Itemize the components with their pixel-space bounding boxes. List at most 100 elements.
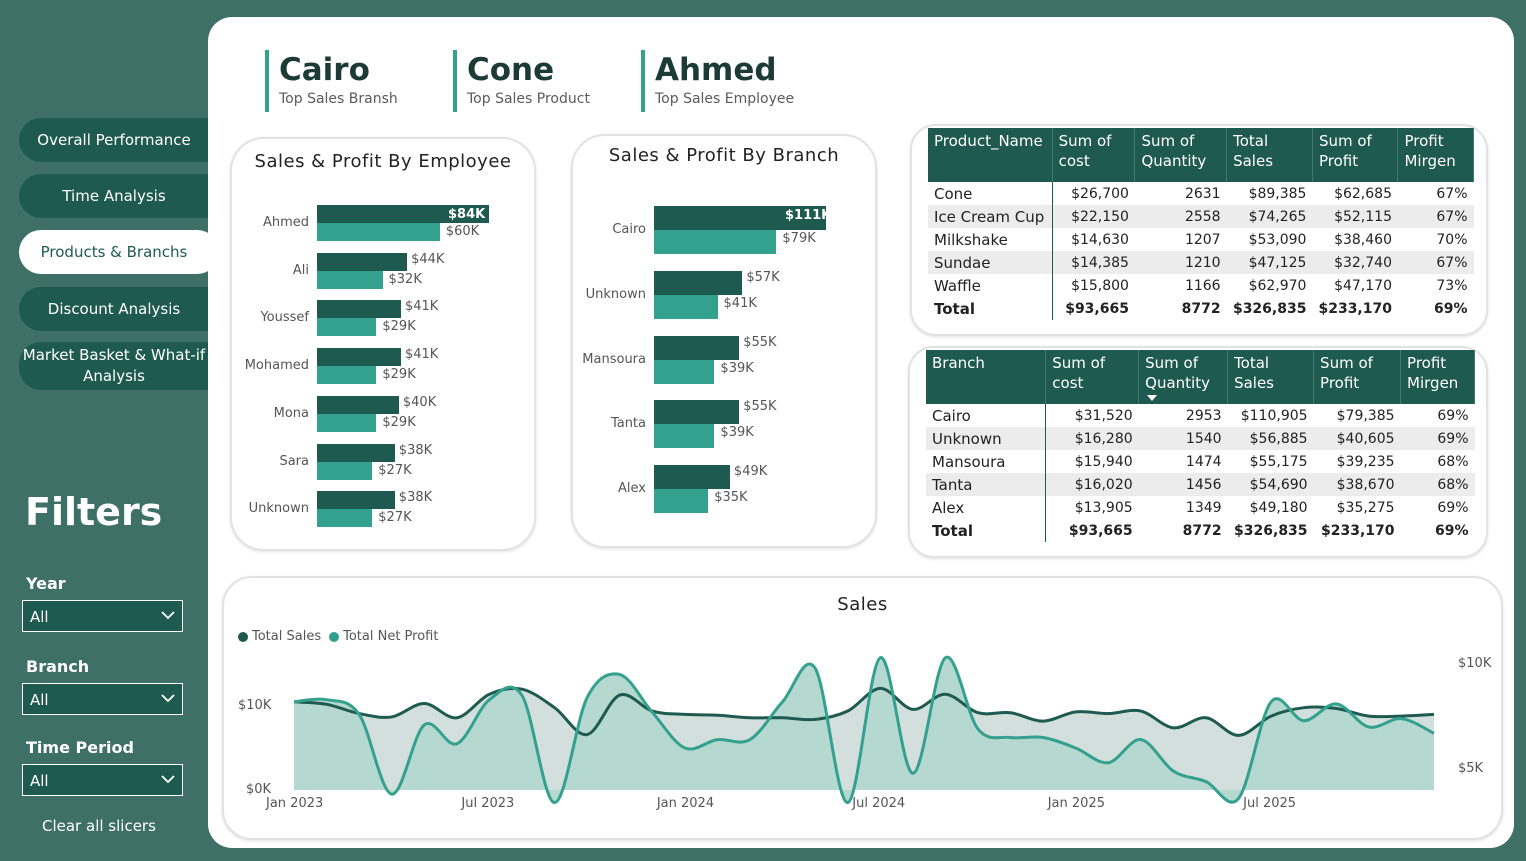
legend-dot-sales	[238, 631, 248, 642]
category-label: Cairo	[612, 222, 646, 237]
chevron-down-icon	[161, 775, 175, 784]
kpi-label: Top Sales Product	[467, 91, 590, 107]
category-label: Mohamed	[244, 358, 309, 374]
profit-bar	[317, 270, 383, 289]
table-cell: $15,940	[1074, 453, 1133, 470]
table-row: Unknown $16,280 1540 $56,885 $40,605 69%	[926, 427, 1475, 450]
table-cell: 67%	[1397, 205, 1474, 228]
total-cell: $326,835	[1234, 522, 1308, 539]
table-cell: 70%	[1436, 231, 1468, 248]
branch-value: All	[30, 691, 49, 709]
table-cell: $40,605	[1313, 427, 1401, 450]
branch-label: Branch	[26, 657, 90, 676]
total-cell: $326,835	[1232, 300, 1307, 317]
column-header[interactable]: Profit Mirgen	[1397, 128, 1474, 182]
category-label: Alex	[618, 481, 646, 497]
sales-data-label: $41K	[404, 299, 439, 315]
column-header[interactable]: Branch	[926, 350, 1047, 404]
nav-products-branchs[interactable]: Products & Branchs	[19, 230, 219, 274]
table-cell: $49,180	[1249, 499, 1308, 516]
table-cell: $38,670	[1313, 473, 1401, 496]
nav-discount-analysis[interactable]: Discount Analysis	[19, 287, 219, 331]
table-row: Tanta $16,020 1456 $54,690 $38,670 68%	[926, 473, 1475, 496]
sales-bar	[654, 400, 740, 425]
kpi-top-employee: Ahmed Top Sales Employee	[641, 50, 794, 112]
sales-bar	[317, 443, 395, 462]
table-total-row: Total $93,665 8772 $326,835 $233,170 69%	[926, 519, 1475, 542]
table-cell: $47,125	[1226, 251, 1313, 274]
legend-label-sales: Total Sales	[252, 629, 322, 644]
nav-overall-performance[interactable]: Overall Performance	[19, 118, 219, 162]
branch-chart-title: Sales & Profit By Branch	[608, 145, 840, 166]
total-cell: $93,665	[1068, 522, 1133, 539]
chevron-down-icon	[161, 611, 175, 620]
sales-data-label: $49K	[733, 464, 768, 480]
time-period-label: Time Period	[26, 738, 134, 757]
table-cell: $38,460	[1334, 231, 1392, 248]
table-cell: $16,020	[1045, 473, 1139, 496]
year-label: Year	[26, 574, 66, 593]
column-header[interactable]: Profit Mirgen	[1400, 350, 1475, 404]
table-cell: 1207	[1184, 231, 1221, 248]
sort-descending-icon	[1147, 395, 1158, 401]
profit-data-label: $32K	[388, 271, 422, 287]
table-total-row: Total $93,665 8772 $326,835 $233,170 69%	[928, 297, 1474, 320]
profit-bar	[317, 223, 440, 241]
sales-bar	[654, 335, 740, 360]
sales-bar	[317, 491, 395, 510]
product-table[interactable]: Product_Name Sum of cost Sum of Quantity To…	[928, 128, 1474, 320]
sales-data-label: $44K	[411, 251, 445, 267]
table-cell: 69%	[1437, 499, 1469, 516]
profit-data-label: $27K	[378, 462, 412, 478]
sales-data-label: $111K	[785, 208, 832, 223]
kpi-value: Cairo	[279, 52, 370, 88]
column-header[interactable]: Sum of Profit	[1312, 128, 1399, 182]
clear-slicers-button[interactable]: Clear all slicers	[42, 817, 156, 835]
column-header[interactable]: Total Sales	[1226, 128, 1313, 182]
profit-data-label: $27K	[378, 510, 412, 526]
profit-data-label: $39K	[720, 425, 754, 441]
category-label: Mansoura	[582, 351, 646, 367]
column-header[interactable]: Sum of Profit	[1313, 350, 1402, 404]
kpi-top-product: Cone Top Sales Product	[453, 50, 590, 112]
table-cell: $79,385	[1336, 407, 1395, 424]
sales-data-label: $84K	[448, 207, 486, 222]
category-label: Sara	[279, 453, 309, 469]
year-dropdown[interactable]: All	[22, 600, 183, 632]
table-cell: $54,690	[1227, 473, 1314, 496]
sales-bar	[317, 348, 401, 367]
sales-data-label: $41K	[404, 347, 439, 363]
total-cell: $233,170	[1321, 522, 1395, 539]
table-cell: 68%	[1400, 473, 1475, 496]
total-cell: 8772	[1181, 300, 1221, 317]
profit-data-label: $39K	[720, 360, 754, 376]
sales-data-label: $40K	[402, 394, 437, 410]
nav-market-basket[interactable]: Market Basket & What-if Analysis	[19, 342, 219, 390]
column-header[interactable]: Sum of Quantity	[1138, 350, 1229, 404]
row-label: Ice Cream Cup	[928, 205, 1053, 228]
sales-data-label: $55K	[743, 399, 777, 415]
column-header[interactable]: Sum of cost	[1045, 350, 1140, 404]
column-header[interactable]: Sum of cost	[1052, 128, 1136, 182]
table-cell: 1540	[1138, 427, 1228, 450]
time-period-dropdown[interactable]: All	[22, 764, 183, 796]
column-header[interactable]: Product_Name	[928, 128, 1053, 182]
branch-dropdown[interactable]: All	[22, 683, 183, 715]
table-cell: 1210	[1134, 251, 1227, 274]
profit-data-label: $79K	[782, 231, 816, 246]
table-cell: 73%	[1436, 277, 1468, 294]
table-cell: 69%	[1437, 407, 1469, 424]
column-header[interactable]: Total Sales	[1227, 350, 1315, 404]
total-cell: 8772	[1182, 522, 1222, 539]
sales-bar	[654, 465, 730, 490]
total-cell: 69%	[1433, 300, 1468, 317]
table-cell: $47,170	[1334, 277, 1392, 294]
nav-time-analysis[interactable]: Time Analysis	[19, 174, 219, 218]
profit-data-label: $41K	[723, 295, 757, 311]
table-header-row: Product_Name Sum of cost Sum of Quantity To…	[928, 128, 1474, 182]
table-cell: $62,685	[1334, 185, 1392, 202]
table-row: Mansoura $15,940 1474 $55,175 $39,235 68%	[926, 450, 1475, 473]
column-header[interactable]: Sum of Quantity	[1134, 128, 1228, 182]
y-right-tick: $5K	[1458, 761, 1484, 776]
branch-table[interactable]: Branch Sum of cost Sum of Quantity Total Sa…	[926, 350, 1475, 542]
